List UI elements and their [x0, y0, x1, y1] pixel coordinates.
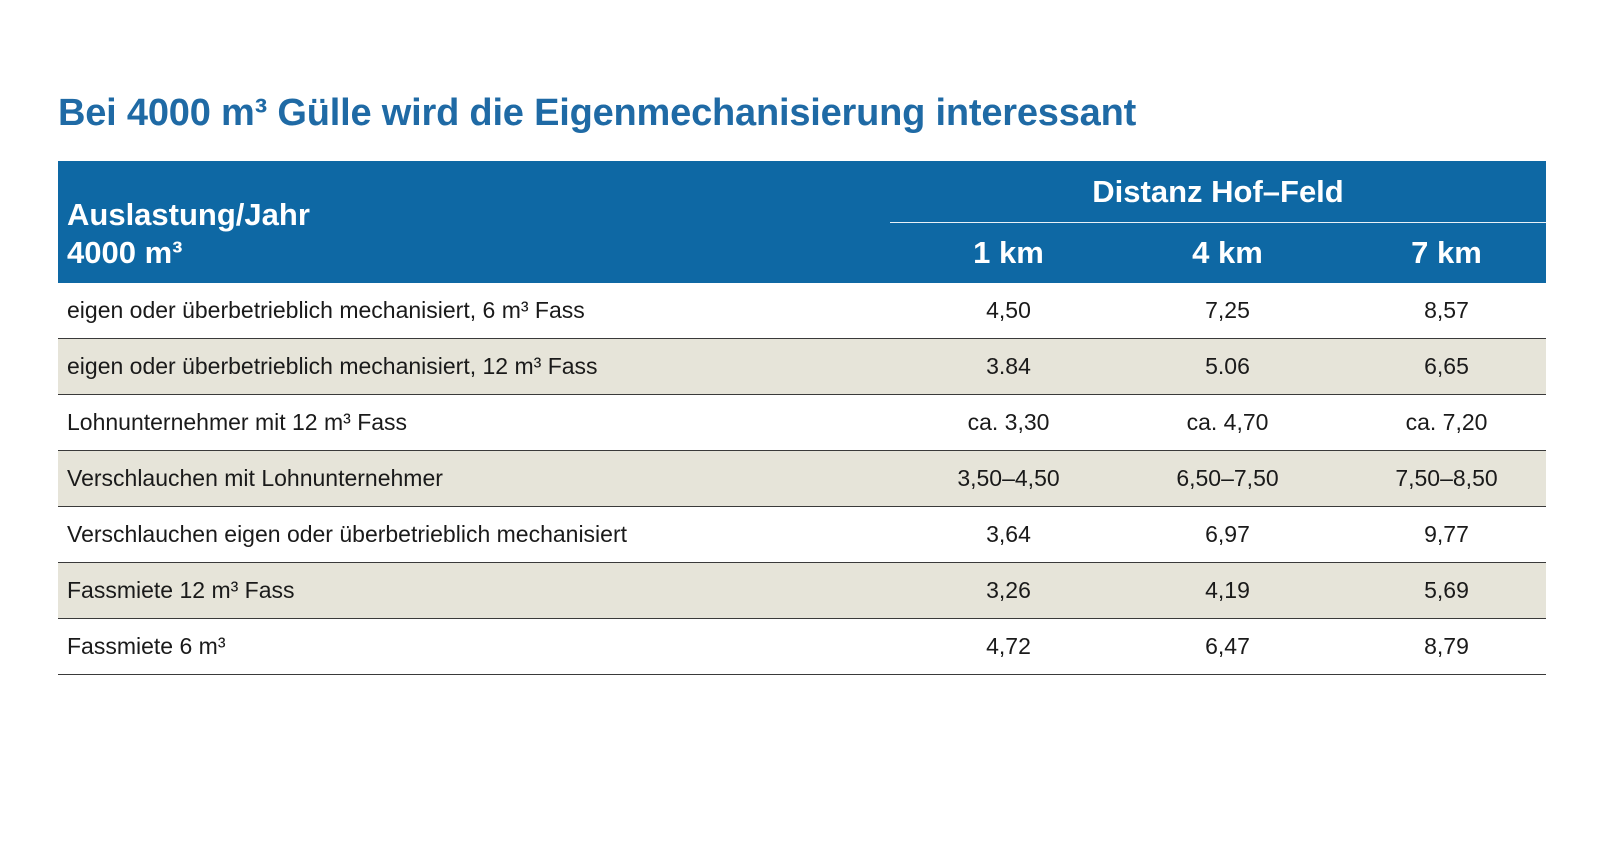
table-header: Auslastung/Jahr 4000 m³ Distanz Hof–Feld… — [58, 161, 1546, 283]
row-header-label: Auslastung/Jahr — [67, 197, 310, 232]
table-row: eigen oder überbetrieblich mechanisiert,… — [58, 283, 1546, 339]
column-group-divider — [890, 222, 1546, 223]
table-cell: ca. 3,30 — [967, 409, 1050, 435]
table-body: eigen oder überbetrieblich mechanisiert,… — [58, 283, 1546, 675]
table-cell: 7,50–8,50 — [1395, 465, 1498, 491]
table-row: Lohnunternehmer mit 12 m³ Fass ca. 3,30 ca… — [58, 395, 1546, 451]
table-cell: 3.84 — [986, 353, 1031, 379]
chart-title: Bei 4000 m³ Gülle wird die Eigenmechanis… — [58, 92, 1137, 134]
row-label: eigen oder überbetrieblich mechanisiert,… — [67, 297, 585, 323]
table-cell: 6,97 — [1205, 521, 1250, 547]
column-group-label: Distanz Hof–Feld — [1092, 174, 1344, 209]
table-cell: ca. 7,20 — [1405, 409, 1488, 435]
table-row: Fassmiete 6 m³ 4,72 6,47 8,79 — [58, 619, 1546, 675]
table-cell: 7,25 — [1205, 297, 1250, 323]
row-label: Fassmiete 6 m³ — [67, 633, 226, 659]
table-cell: 4,19 — [1205, 577, 1250, 603]
table-cell: 4,72 — [986, 633, 1031, 659]
table-row: Verschlauchen mit Lohnunternehmer 3,50–4,… — [58, 451, 1546, 507]
table-row: Verschlauchen eigen oder überbetrieblich… — [58, 507, 1546, 563]
data-table: Auslastung/Jahr 4000 m³ Distanz Hof–Feld… — [58, 161, 1546, 675]
table-cell: 6,65 — [1424, 353, 1469, 379]
table-cell: 6,50–7,50 — [1176, 465, 1279, 491]
table-cell: 6,47 — [1205, 633, 1250, 659]
table-cell: 4,50 — [986, 297, 1031, 323]
table-cell: 8,57 — [1424, 297, 1469, 323]
table-cell: 8,79 — [1424, 633, 1469, 659]
table-cell: ca. 4,70 — [1186, 409, 1269, 435]
column-header-4km: 4 km — [1192, 235, 1263, 270]
row-label: Verschlauchen mit Lohnunternehmer — [67, 465, 443, 491]
row-label: eigen oder überbetrieblich mechanisiert,… — [67, 353, 598, 379]
table-cell: 9,77 — [1424, 521, 1469, 547]
row-label: Fassmiete 12 m³ Fass — [67, 577, 295, 603]
row-label: Lohnunternehmer mit 12 m³ Fass — [67, 409, 408, 435]
table-cell: 3,50–4,50 — [957, 465, 1060, 491]
row-label: Verschlauchen eigen oder überbetrieblich… — [67, 521, 628, 547]
table-cell: 3,64 — [986, 521, 1031, 547]
table-row: Fassmiete 12 m³ Fass 3,26 4,19 5,69 — [58, 563, 1546, 619]
table-cell: 5.06 — [1205, 353, 1250, 379]
column-header-7km: 7 km — [1411, 235, 1482, 270]
table-row: eigen oder überbetrieblich mechanisiert,… — [58, 339, 1546, 395]
table-cell: 3,26 — [986, 577, 1031, 603]
row-header-sublabel: 4000 m³ — [67, 235, 183, 270]
table-cell: 5,69 — [1424, 577, 1469, 603]
column-header-1km: 1 km — [973, 235, 1044, 270]
